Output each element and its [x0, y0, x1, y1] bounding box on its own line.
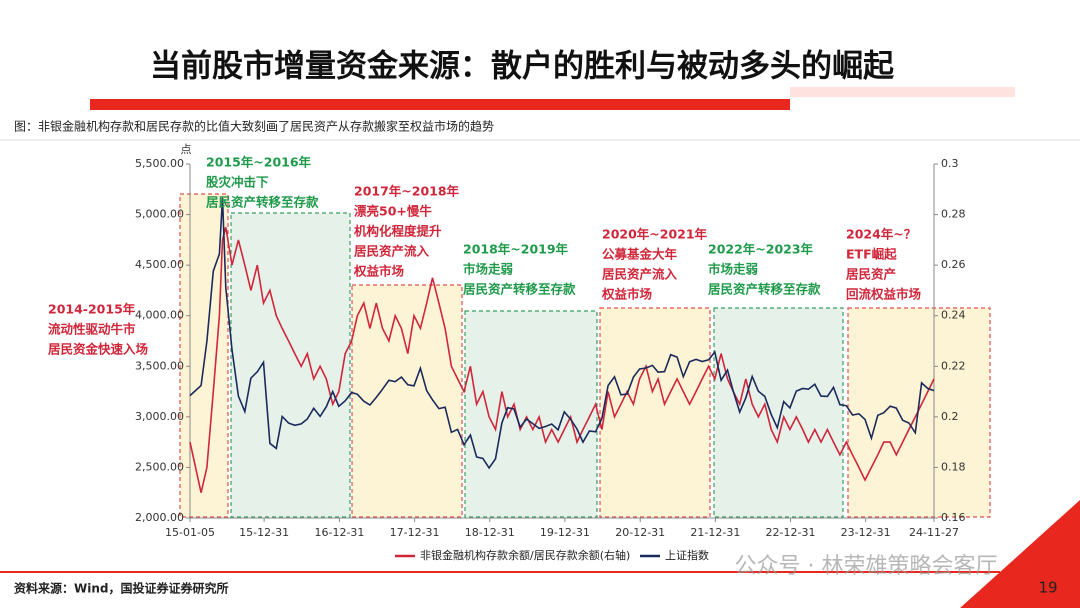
x-tick-label: 23-12-31 [841, 526, 891, 539]
x-tick-label: 16-12-31 [314, 526, 364, 539]
annotation: 居民资产流入 [354, 244, 430, 259]
annotation: 居民资金快速入场 [48, 342, 148, 357]
legend-label: 非银金融机构存款余额/居民存款余额(右轴) [420, 548, 630, 562]
x-tick-label: 18-12-31 [465, 526, 515, 539]
y-tick-label: 4,000.00 [135, 309, 184, 322]
x-tick-label: 21-12-31 [690, 526, 740, 539]
x-tick-label: 15-01-05 [165, 526, 215, 539]
y2-tick-label: 0.18 [941, 460, 966, 473]
annotation: 公募基金大年 [602, 247, 678, 262]
annotation: ETF崛起 [846, 247, 897, 262]
annotation: 股灾冲击下 [206, 175, 269, 190]
annotation: 2014-2015年 [48, 302, 136, 317]
period-box [847, 307, 991, 518]
annotation: 权益市场 [353, 264, 404, 279]
y-tick-label: 5,000.00 [135, 208, 184, 221]
annotation: 2020年~2021年 [602, 227, 708, 242]
annotation: 居民资产转移至存款 [206, 195, 319, 210]
annotation: 居民资产转移至存款 [463, 282, 576, 297]
annotation: 权益市场 [601, 287, 652, 302]
y-tick-label: 3,500.00 [135, 359, 184, 372]
legend-label: 上证指数 [665, 548, 709, 562]
y2-tick-label: 0.2 [941, 410, 959, 423]
y-tick-label: 2,000.00 [135, 511, 184, 524]
x-tick-label: 17-12-31 [390, 526, 440, 539]
annotation: 市场走弱 [463, 262, 513, 277]
x-tick-label: 19-12-31 [540, 526, 590, 539]
annotation: 回流权益市场 [846, 287, 921, 302]
page-number: 19 [1038, 579, 1057, 597]
y-tick-label: 2,500.00 [135, 460, 184, 473]
slide-title: 当前股市增量资金来源：散户的胜利与被动多头的崛起 [150, 49, 895, 85]
y-tick-label: 5,500.00 [135, 157, 184, 170]
annotation: 2017年~2018年 [354, 184, 460, 199]
annotation: 居民资产流入 [602, 267, 678, 282]
annotation: 流动性驱动牛市 [48, 322, 136, 337]
annotation: 市场走弱 [708, 262, 758, 277]
period-box [599, 307, 711, 518]
watermark: 公众号 · 林荣雄策略会客厅 [735, 554, 998, 579]
source-note: 资料来源：Wind，国投证券证券研究所 [14, 581, 228, 596]
period-box [230, 212, 351, 518]
y2-tick-label: 0.26 [941, 258, 966, 271]
series-line [189, 226, 935, 493]
y-tick-label: 3,000.00 [135, 410, 184, 423]
y-axis-label: 点 [181, 143, 192, 156]
annotation: 机构化程度提升 [354, 224, 442, 239]
x-tick-label: 15-12-31 [239, 526, 289, 539]
y2-tick-label: 0.28 [941, 208, 966, 221]
periods [179, 193, 991, 518]
annotation: 2018年~2019年 [463, 242, 569, 257]
y2-tick-label: 0.22 [941, 359, 966, 372]
annotation: 居民资产转移至存款 [708, 282, 821, 297]
period-box [464, 310, 598, 518]
x-tick-label: 24-11-27 [909, 526, 959, 539]
x-tick-label: 22-12-31 [766, 526, 816, 539]
series-line [189, 197, 935, 470]
corner-decoration [960, 500, 1080, 608]
annotation: 漂亮50+慢牛 [354, 204, 432, 219]
annotation: 2015年~2016年 [206, 155, 312, 170]
figure-caption: 图：非银金融机构存款和居民存款的比值大致刻画了居民资产从存款搬家至权益市场的趋势 [14, 119, 494, 134]
y-tick-label: 4,500.00 [135, 258, 184, 271]
y2-tick-label: 0.3 [941, 157, 959, 170]
annotation: 2022年~2023年 [708, 242, 814, 257]
y2-tick-label: 0.24 [941, 309, 966, 322]
period-box [713, 307, 844, 518]
x-tick-label: 20-12-31 [615, 526, 665, 539]
title-bar [90, 99, 790, 110]
annotation: 2024年~？ [846, 227, 916, 242]
y2-tick-label: 0.16 [941, 511, 966, 524]
annotation: 居民资产 [846, 267, 896, 282]
title-bar-light [790, 87, 1015, 97]
